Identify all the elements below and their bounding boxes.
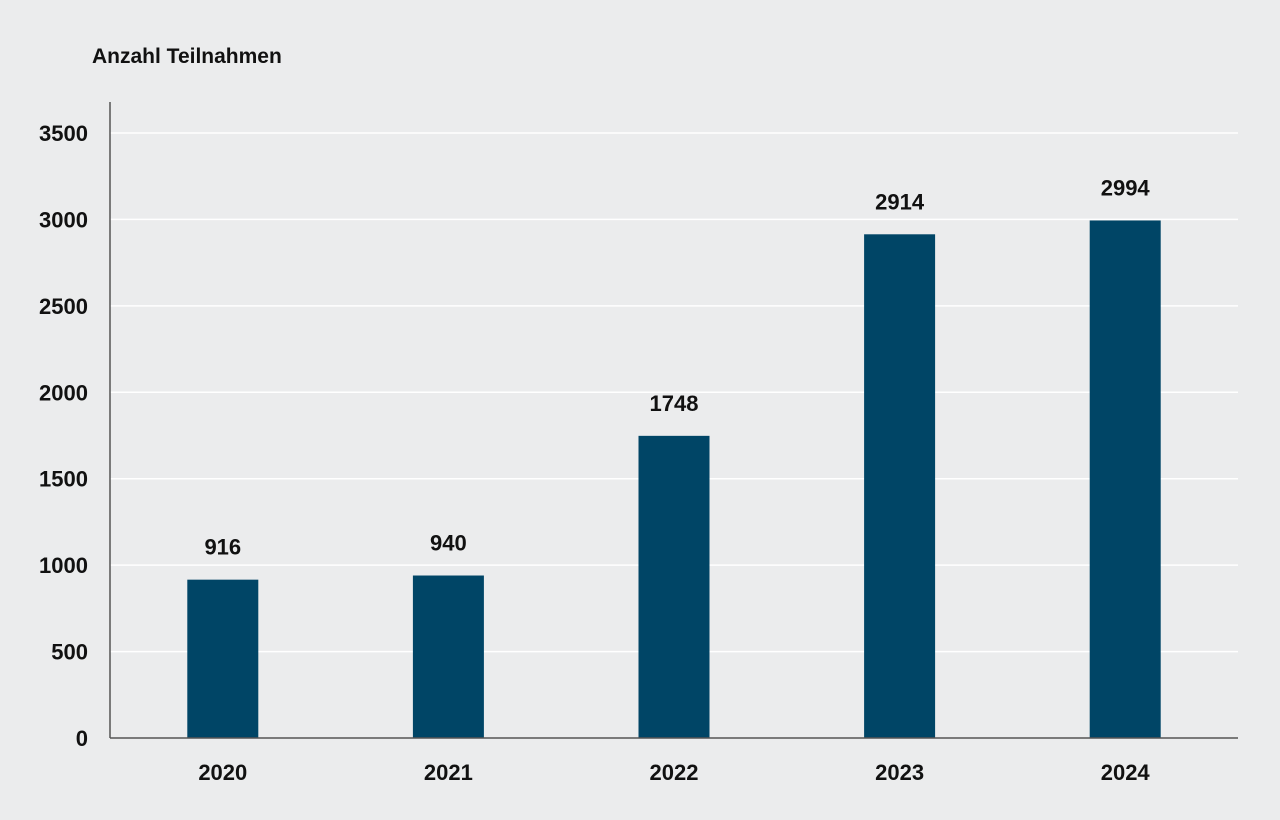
bar-2023 bbox=[864, 234, 936, 738]
y-tick-label: 3500 bbox=[39, 121, 88, 146]
y-tick-label: 1500 bbox=[39, 467, 88, 492]
y-tick-label: 2000 bbox=[39, 380, 88, 405]
bar-2021 bbox=[412, 575, 484, 738]
y-tick-labels: 0 500 1000 1500 2000 2500 3000 3500 bbox=[39, 121, 88, 751]
y-axis-title: Anzahl Teilnahmen bbox=[92, 45, 282, 68]
x-tick-label: 2022 bbox=[650, 760, 699, 785]
data-labels: 916 940 1748 2914 2994 bbox=[204, 175, 1150, 559]
bars bbox=[187, 220, 1161, 739]
axes bbox=[109, 102, 1238, 739]
data-label-2022: 1748 bbox=[650, 391, 699, 416]
x-tick-label: 2024 bbox=[1101, 760, 1151, 785]
bar-2020 bbox=[187, 579, 259, 738]
data-label-2023: 2914 bbox=[875, 189, 925, 214]
y-tick-label: 500 bbox=[51, 640, 88, 665]
data-label-2024: 2994 bbox=[1101, 175, 1151, 200]
data-label-2021: 940 bbox=[430, 531, 467, 556]
data-label-2020: 916 bbox=[204, 535, 241, 560]
x-tick-label: 2021 bbox=[424, 760, 473, 785]
x-tick-label: 2020 bbox=[198, 760, 247, 785]
x-tick-label: 2023 bbox=[875, 760, 924, 785]
x-tick-labels: 2020 2021 2022 2023 2024 bbox=[198, 760, 1150, 785]
bar-2024 bbox=[1089, 220, 1161, 739]
y-tick-label: 1000 bbox=[39, 553, 88, 578]
y-tick-label: 0 bbox=[76, 726, 88, 751]
bar-2022 bbox=[638, 435, 710, 738]
y-tick-label: 3000 bbox=[39, 207, 88, 232]
y-tick-label: 2500 bbox=[39, 294, 88, 319]
